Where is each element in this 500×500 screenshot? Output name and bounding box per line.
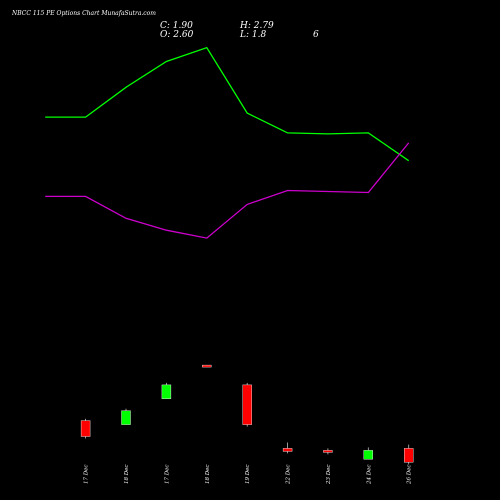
x-tick-label: 17 Dec (164, 465, 170, 485)
candle-1 (80, 418, 91, 439)
candle-4 (202, 364, 212, 368)
x-tick-label: 18 Dec (205, 465, 211, 485)
x-tick-label: 23 Dec (326, 465, 332, 486)
candle-3 (161, 382, 172, 399)
low-value: L: 1.8 (239, 30, 266, 40)
open-value: O: 2.60 (160, 30, 194, 40)
high-value: H: 2.79 (239, 21, 274, 31)
x-tick-label: 24 Dec (366, 465, 372, 486)
chart-title: NBCC 115 PE Options Chart MunafaSutra.co… (11, 10, 156, 17)
candles (80, 364, 414, 465)
candle-2 (121, 408, 131, 425)
x-axis-ticks: 17 Dec 18 Dec 17 Dec 18 Dec 19 Dec 22 Dec 23 D… (84, 465, 413, 486)
candle-7 (323, 448, 333, 455)
x-tick-label: 18 Dec (124, 465, 130, 485)
candle-body (80, 420, 91, 437)
x-tick-label: 17 Dec (84, 465, 90, 485)
upper-band-line (45, 46, 410, 162)
close-value: C: 1.90 (160, 21, 193, 31)
candle-8 (363, 447, 373, 460)
candle-body (323, 450, 333, 453)
lower-band-line (45, 142, 410, 239)
candle-body (242, 384, 252, 425)
candle-5 (242, 382, 252, 427)
x-tick-label: 19 Dec (245, 465, 251, 485)
candle-body (161, 384, 172, 399)
x-tick-label: 22 Dec (286, 465, 292, 486)
candle-body (202, 364, 212, 368)
candle-body (282, 448, 293, 452)
candle-body (404, 448, 414, 463)
extra-value: 6 (313, 30, 319, 40)
candle-body (363, 450, 373, 460)
candle-body (121, 410, 131, 425)
candle-9 (404, 444, 414, 465)
x-tick-label: 26 Dec (407, 465, 413, 486)
candle-6 (282, 442, 293, 454)
